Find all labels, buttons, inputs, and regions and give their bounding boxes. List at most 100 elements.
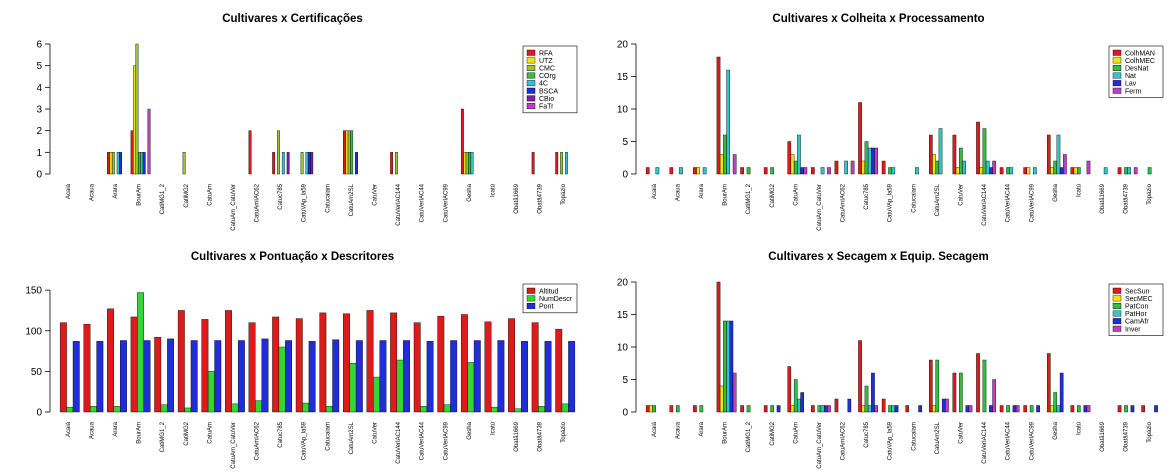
x-tick-label: Catucaiam — [911, 422, 917, 451]
x-tick-label: Topázio — [1147, 183, 1153, 204]
bar-CamAfr-15 — [1012, 405, 1017, 413]
legend-label: BSCA — [539, 88, 558, 95]
x-tick-label: CatuVAp_la59 — [888, 421, 894, 460]
bar-NumDescr-7 — [231, 403, 239, 413]
bar-Pont-8 — [261, 338, 269, 413]
y-tick-label: 20 — [617, 278, 629, 289]
bar-Altitud-5 — [177, 310, 185, 413]
bar-Inver-14 — [992, 379, 996, 413]
legend-swatch — [526, 72, 536, 79]
bar-ColhMAN-6 — [787, 141, 792, 175]
bar-NumDescr-14 — [396, 359, 404, 413]
bar-Nat-3 — [726, 69, 730, 175]
bar-CamAfr-11 — [918, 405, 922, 413]
bar-CBio-9 — [286, 152, 290, 175]
bar-ColhMAN-9 — [858, 102, 862, 175]
x-tick-label: CatuVerIAC99 — [1029, 183, 1035, 222]
x-tick-label: CatuAmIAC62 — [841, 421, 847, 460]
bar-SecMEC-12 — [932, 405, 936, 413]
bar-Nat-7 — [820, 167, 825, 175]
x-tick-label: Acaiá — [66, 421, 72, 437]
bar-Nat-12 — [938, 128, 943, 175]
x-tick-label: Icatú — [490, 422, 496, 435]
x-tick-label: Obatã1669 — [1100, 183, 1106, 213]
bar-ColhMAN-12 — [929, 134, 933, 175]
bar-Nat-1 — [679, 167, 683, 175]
x-tick-label: Arara — [113, 183, 119, 198]
y-tick-label: 15 — [617, 310, 629, 321]
legend-label: ColhMAN — [1125, 50, 1155, 57]
bar-Altitud-9 — [272, 316, 280, 413]
x-tick-label: Catuc785 — [278, 183, 284, 209]
bar-CMC-17 — [465, 152, 469, 175]
bar-Pont-10 — [308, 341, 316, 413]
bar-Pont-14 — [403, 340, 410, 413]
bar-ColhMAN-7 — [811, 167, 815, 175]
chart-pontuacao-descritores: Cultivares x Pontuação x Descritores 0 50 1… — [25, 251, 578, 469]
bar-SecSun-12 — [929, 359, 933, 413]
bar-PatCon-2 — [699, 405, 704, 413]
legend-swatch — [526, 57, 536, 64]
bar-NumDescr-19 — [514, 408, 522, 413]
y-tick-label: 0 — [36, 408, 42, 419]
legend-label: SecMEC — [1125, 296, 1153, 303]
x-tick-label: CatuAm2SL — [349, 421, 355, 454]
bar-DesNat-10 — [888, 167, 892, 175]
bar-Pont-11 — [332, 339, 340, 413]
x-tick-label: Catucaiam — [911, 184, 917, 213]
bar-Altitud-6 — [201, 319, 209, 413]
x-tick-label: CatiMG2 — [184, 183, 190, 207]
bar-Altitud-3 — [130, 316, 138, 413]
bar-NumDescr-18 — [491, 406, 498, 413]
bar-Inver-13 — [968, 405, 973, 413]
chart-colheita-processamento: Cultivares x Colheita x Processamento 0 5 1… — [617, 13, 1164, 231]
bar-CamAfr-16 — [1036, 405, 1040, 413]
bar-Pont-12 — [355, 340, 363, 413]
chart-title: Cultivares x Secagem x Equip. Secagem — [768, 251, 989, 263]
bar-NumDescr-1 — [89, 406, 97, 413]
x-tick-label: CatiMG1_2 — [160, 183, 166, 214]
bar-RFA-14 — [390, 152, 394, 175]
x-tick-label: CatiMG2 — [770, 183, 776, 207]
bar-Pont-3 — [143, 340, 151, 413]
bar-Altitud-0 — [59, 322, 67, 413]
x-tick-label: CatiMG1_2 — [746, 421, 752, 452]
bar-Nat-2 — [702, 167, 707, 175]
bar-NumDescr-4 — [160, 404, 168, 413]
bar-SecSun-9 — [858, 340, 862, 413]
bar-NumDescr-13 — [373, 376, 380, 413]
x-tick-label: Acaua — [89, 183, 95, 201]
y-tick-label: 3 — [36, 105, 42, 116]
legend-swatch — [526, 302, 536, 309]
bar-PatHor-3 — [726, 320, 730, 413]
bar-Inver-9 — [874, 405, 878, 413]
x-tick-label: Catuc785 — [278, 421, 284, 447]
legend-swatch — [526, 102, 536, 109]
bar-NumDescr-16 — [443, 404, 451, 413]
bar-SecSun-2 — [693, 405, 697, 413]
x-tick-label: Obatã4739 — [538, 183, 544, 213]
bar-SecSun-7 — [811, 405, 815, 413]
bar-NumDescr-6 — [207, 371, 215, 413]
legend-label: 4C — [539, 81, 548, 88]
bar-Pont-16 — [450, 340, 458, 413]
x-tick-label: Obatã1669 — [514, 421, 520, 451]
legend-label: ColhMEC — [1125, 58, 1155, 65]
x-tick-label: CatuVerIAC144 — [396, 421, 402, 463]
y-axis: 0 1 2 3 4 5 6 — [36, 40, 51, 181]
bar-DesNat-13 — [959, 147, 963, 175]
bar-ColhMAN-17 — [1046, 134, 1051, 175]
x-tick-label: Acaua — [675, 183, 681, 201]
bar-Lav-14 — [989, 167, 993, 175]
x-tick-label: BourAm — [723, 184, 729, 206]
bar-Pont-15 — [426, 341, 434, 413]
bar-DesNat-6 — [793, 160, 798, 175]
bar-CMC-14 — [395, 152, 398, 175]
bar-ColhMEC-12 — [932, 154, 936, 175]
bar-UTZ-12 — [345, 130, 349, 175]
bar-Ferm-7 — [827, 167, 831, 175]
